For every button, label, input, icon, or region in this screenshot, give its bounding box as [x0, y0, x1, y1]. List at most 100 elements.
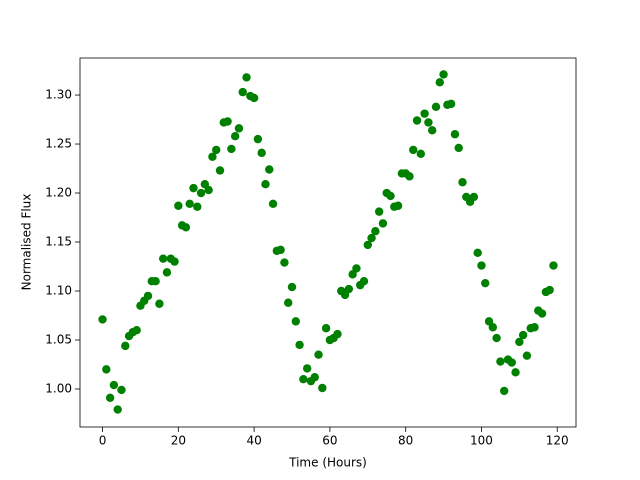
point [117, 385, 126, 395]
point [496, 357, 505, 366]
x-tick-label: 40 [246, 434, 261, 448]
point [488, 323, 498, 332]
point [276, 245, 285, 255]
point [522, 351, 532, 360]
point [314, 350, 323, 359]
point [359, 277, 369, 286]
point [242, 73, 251, 82]
point [302, 364, 312, 373]
x-tick-label: 20 [171, 434, 186, 448]
plot-frame [79, 57, 577, 428]
point [530, 323, 539, 332]
point [215, 166, 225, 175]
point [249, 93, 259, 103]
point [450, 130, 460, 139]
point [549, 261, 558, 270]
point [227, 144, 236, 154]
point [230, 131, 240, 141]
point [162, 268, 172, 277]
point [102, 365, 111, 374]
point [295, 340, 304, 350]
point [193, 202, 202, 211]
x-tick-label: 0 [99, 434, 107, 448]
point [318, 383, 327, 393]
y-tick-label: 1.30 [45, 88, 72, 102]
point [253, 134, 263, 144]
point [439, 70, 448, 79]
point [158, 254, 168, 263]
point [344, 284, 354, 294]
point [518, 330, 528, 340]
y-tick-label: 1.20 [45, 186, 72, 200]
point [105, 393, 115, 403]
point [416, 149, 426, 159]
y-axis-label: Normalised Flux [20, 194, 34, 291]
point [310, 373, 319, 382]
point [257, 148, 266, 158]
point [98, 315, 107, 324]
point [473, 248, 482, 257]
point [132, 325, 141, 335]
point [151, 277, 160, 286]
point [405, 172, 414, 181]
point [469, 192, 479, 202]
point [386, 191, 395, 201]
y-tick-label: 1.05 [45, 332, 72, 346]
x-tick-label: 80 [398, 434, 413, 448]
point [287, 282, 297, 292]
point [431, 102, 441, 111]
point [212, 145, 221, 155]
point [291, 317, 300, 326]
x-tick-label: 100 [470, 434, 493, 448]
point [378, 219, 388, 228]
point [352, 264, 361, 273]
point [268, 199, 278, 208]
x-tick-label: 60 [322, 434, 337, 448]
point [121, 341, 130, 351]
x-axis-label: Time (Hours) [288, 456, 367, 470]
point [109, 380, 119, 390]
x-tick-label: 120 [546, 434, 569, 448]
point [299, 374, 308, 384]
point [420, 109, 429, 118]
point [371, 227, 380, 236]
point [363, 240, 372, 250]
point [458, 178, 467, 187]
y-tick-label: 1.00 [45, 381, 72, 395]
y-tick-label: 1.25 [45, 137, 72, 151]
point [189, 183, 198, 193]
point [393, 201, 403, 210]
point [265, 165, 274, 174]
point [143, 291, 153, 301]
y-tick-label: 1.10 [45, 284, 72, 298]
point [424, 118, 433, 127]
point [507, 358, 516, 367]
point [446, 99, 456, 109]
point [454, 143, 463, 153]
point [280, 258, 289, 267]
point [537, 309, 547, 318]
point [261, 180, 270, 189]
point [321, 324, 331, 333]
point [333, 329, 342, 339]
point [181, 223, 191, 232]
point [545, 285, 554, 295]
point [409, 145, 418, 155]
point [412, 116, 422, 125]
point [428, 126, 437, 135]
point [435, 78, 444, 87]
point [477, 261, 486, 270]
point [374, 207, 384, 216]
point [234, 124, 244, 133]
point [223, 117, 232, 126]
point [492, 333, 501, 343]
point [204, 185, 213, 195]
point [113, 405, 122, 414]
point [196, 188, 206, 198]
point [238, 87, 247, 97]
point [499, 386, 509, 396]
y-tick-label: 1.15 [45, 235, 72, 249]
point [284, 298, 293, 307]
